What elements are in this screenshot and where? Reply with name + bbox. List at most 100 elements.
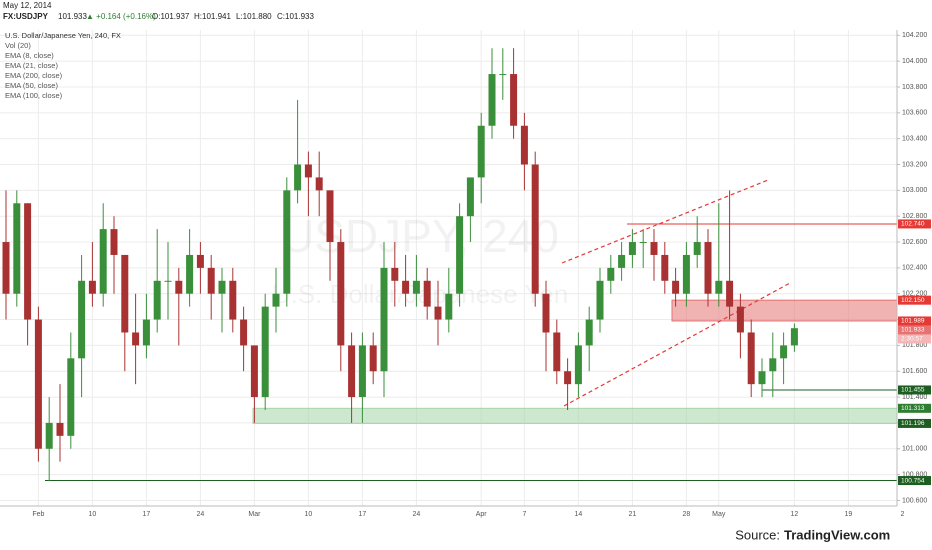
- candle-body: [682, 254, 690, 294]
- candle-body: [229, 280, 237, 320]
- price-label-bg: [898, 316, 931, 326]
- candle-body: [704, 242, 712, 294]
- last-price: 101.933: [58, 12, 87, 21]
- x-tick-label: 2: [900, 511, 904, 518]
- price-label-bg: [898, 476, 931, 486]
- candle-body: [369, 345, 377, 372]
- price-label: 101.989: [901, 318, 925, 325]
- candle-body: [380, 267, 388, 372]
- y-tick-label: 104.200: [902, 32, 927, 39]
- candle-body: [67, 358, 75, 436]
- y-tick-label: 104.000: [902, 58, 927, 65]
- x-tick-label: Feb: [32, 511, 44, 518]
- price-label-bg: [898, 295, 931, 305]
- x-tick-label: 12: [791, 511, 799, 518]
- x-tick-label: 24: [197, 511, 205, 518]
- candle-body: [488, 74, 496, 126]
- y-tick-label: 100.600: [902, 497, 927, 504]
- candle-body: [261, 306, 269, 398]
- candle-body: [272, 293, 280, 307]
- candle-body: [78, 280, 86, 359]
- price-label: 102.150: [901, 297, 925, 304]
- x-tick-label: 21: [629, 511, 637, 518]
- source: TradingView.com: [784, 527, 890, 542]
- candle-body: [13, 203, 21, 294]
- candle-body: [477, 125, 485, 178]
- x-tick-label: Mar: [248, 511, 261, 518]
- candle-body: [618, 254, 626, 268]
- candles: [2, 48, 798, 482]
- candle-body: [769, 358, 777, 372]
- chart-title: U.S. Dollar/Japanese Yen, 240, FX: [5, 31, 121, 40]
- indicator-label: EMA (200, close): [5, 71, 63, 80]
- candle-body: [672, 280, 680, 294]
- candle-body: [358, 345, 366, 398]
- y-tick-label: 102.600: [902, 239, 927, 246]
- price-label-bg: [898, 418, 931, 428]
- x-tick-label: May: [712, 511, 726, 518]
- price-label: 101.196: [901, 420, 925, 427]
- candle-body: [304, 164, 312, 178]
- candle-body: [434, 306, 442, 320]
- price-label-bg: [898, 385, 931, 395]
- candle-body: [466, 177, 474, 217]
- y-tick-label: 101.400: [902, 394, 927, 401]
- y-tick-label: 101.600: [902, 368, 927, 375]
- candle-body: [639, 242, 647, 244]
- y-tick-label: 103.200: [902, 161, 927, 168]
- x-tick-label: 28: [683, 511, 691, 518]
- grid: [0, 30, 897, 506]
- candle-body: [34, 319, 42, 449]
- candle-body: [520, 125, 528, 165]
- candle-body: [175, 280, 183, 294]
- candle-body: [531, 164, 539, 294]
- y-tick-label: 102.400: [902, 265, 927, 272]
- candle-body: [499, 74, 507, 76]
- x-tick-label: 17: [359, 511, 367, 518]
- candle-body: [2, 242, 10, 294]
- x-tick-label: 10: [305, 511, 313, 518]
- y-tick-label: 101.000: [902, 446, 927, 453]
- price-label-bg: [898, 403, 931, 413]
- candle-body: [650, 242, 658, 255]
- candle-body: [790, 328, 798, 346]
- indicator-label: EMA (8, close): [5, 51, 54, 60]
- candle-body: [423, 280, 431, 307]
- axes: 100.600100.800101.000101.200101.400101.6…: [32, 32, 931, 518]
- indicator-label: EMA (100, close): [5, 91, 63, 100]
- price-label: 102.740: [901, 221, 925, 228]
- candle-body: [564, 371, 572, 385]
- candle-body: [445, 293, 453, 320]
- price-label: 100.754: [901, 477, 925, 484]
- candle-body: [391, 267, 399, 281]
- candle-body: [585, 319, 593, 346]
- candle-body: [218, 280, 226, 294]
- candle-body: [337, 242, 345, 346]
- candle-body: [747, 332, 755, 385]
- price-label-bg: [898, 219, 931, 229]
- candle-body: [24, 203, 32, 320]
- candle-body: [315, 177, 323, 191]
- candle-body: [715, 280, 723, 294]
- candle-body: [121, 254, 129, 333]
- y-tick-label: 101.800: [902, 342, 927, 349]
- price-label-bg: [898, 325, 931, 335]
- price-label: 101.313: [901, 405, 925, 412]
- y-tick-label: 102.200: [902, 291, 927, 298]
- candle-body: [456, 216, 464, 294]
- x-tick-label: 24: [413, 511, 421, 518]
- zone: [671, 299, 898, 322]
- candle-body: [693, 242, 701, 255]
- candle-body: [240, 319, 248, 346]
- indicator-label: EMA (21, close): [5, 61, 58, 70]
- candle-body: [510, 74, 518, 126]
- candle-body: [628, 242, 636, 255]
- change: ▲ +0.164 (+0.16%): [86, 12, 156, 21]
- candle-body: [736, 306, 744, 333]
- price-label: 101.933: [901, 327, 925, 334]
- candle-body: [186, 254, 194, 294]
- candle-body: [758, 371, 766, 385]
- y-tick-label: 103.000: [902, 187, 927, 194]
- channel-lower: [563, 282, 791, 407]
